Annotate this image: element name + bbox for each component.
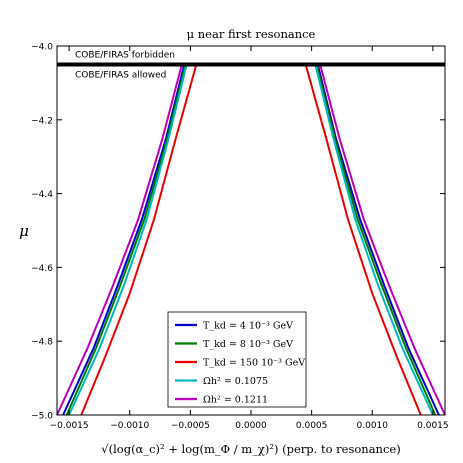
cobe-forbidden-label: COBE/FIRAS forbidden xyxy=(75,50,175,60)
series-line-2-left xyxy=(65,64,187,416)
series-line-5-left xyxy=(56,64,183,416)
chart-title: μ near first resonance xyxy=(187,27,316,41)
ticks-group: −0.0015 −0.0010 −0.0005 0.0000 0.0005 0.0010 0… xyxy=(31,43,448,432)
series-line-1-left xyxy=(62,64,186,416)
x-axis-label: √(log(α_c)² + log(m_Φ / m_χ)²) (perp. to… xyxy=(101,442,400,456)
legend-label-4: Ωh² = 0.1075 xyxy=(203,376,268,387)
legend-box xyxy=(167,311,307,408)
y-tick-label: −4.0 xyxy=(31,43,53,53)
legend: T_kd = 4 10⁻³ GeV T_kd = 8 10⁻³ GeV T_kd =… xyxy=(167,311,307,408)
series-line-3-right xyxy=(304,64,422,416)
legend-label-3: T_kd = 150 10⁻³ GeV xyxy=(203,358,305,369)
x-tick-label: −0.0015 xyxy=(50,421,89,431)
legend-label-1: T_kd = 4 10⁻³ GeV xyxy=(203,321,293,332)
x-tick-label: −0.0010 xyxy=(110,421,149,431)
y-tick-label: −4.4 xyxy=(31,190,53,200)
x-tick-label: −0.0005 xyxy=(171,421,210,431)
x-tick-label: 0.0010 xyxy=(357,421,389,431)
x-tick-label: 0.0000 xyxy=(235,421,267,431)
series-line-4-right xyxy=(314,64,434,416)
cobe-allowed-label: COBE/FIRAS allowed xyxy=(75,70,166,80)
series-line-1-right xyxy=(316,64,440,416)
y-tick-label: −4.8 xyxy=(31,338,53,348)
legend-label-5: Ωh² = 0.1211 xyxy=(203,395,268,406)
y-axis-label: μ xyxy=(19,222,29,240)
series-line-4-left xyxy=(68,64,188,416)
series-line-2-right xyxy=(315,64,437,416)
x-tick-label: 0.0015 xyxy=(417,421,449,431)
series-line-5-right xyxy=(319,64,446,416)
y-tick-label: −5.0 xyxy=(31,412,53,422)
y-tick-label: −4.6 xyxy=(31,264,53,274)
series-group xyxy=(56,64,446,416)
series-line-3-left xyxy=(80,64,198,416)
y-tick-label: −4.2 xyxy=(31,116,53,126)
x-tick-label: 0.0005 xyxy=(296,421,328,431)
legend-label-2: T_kd = 8 10⁻³ GeV xyxy=(203,339,293,350)
